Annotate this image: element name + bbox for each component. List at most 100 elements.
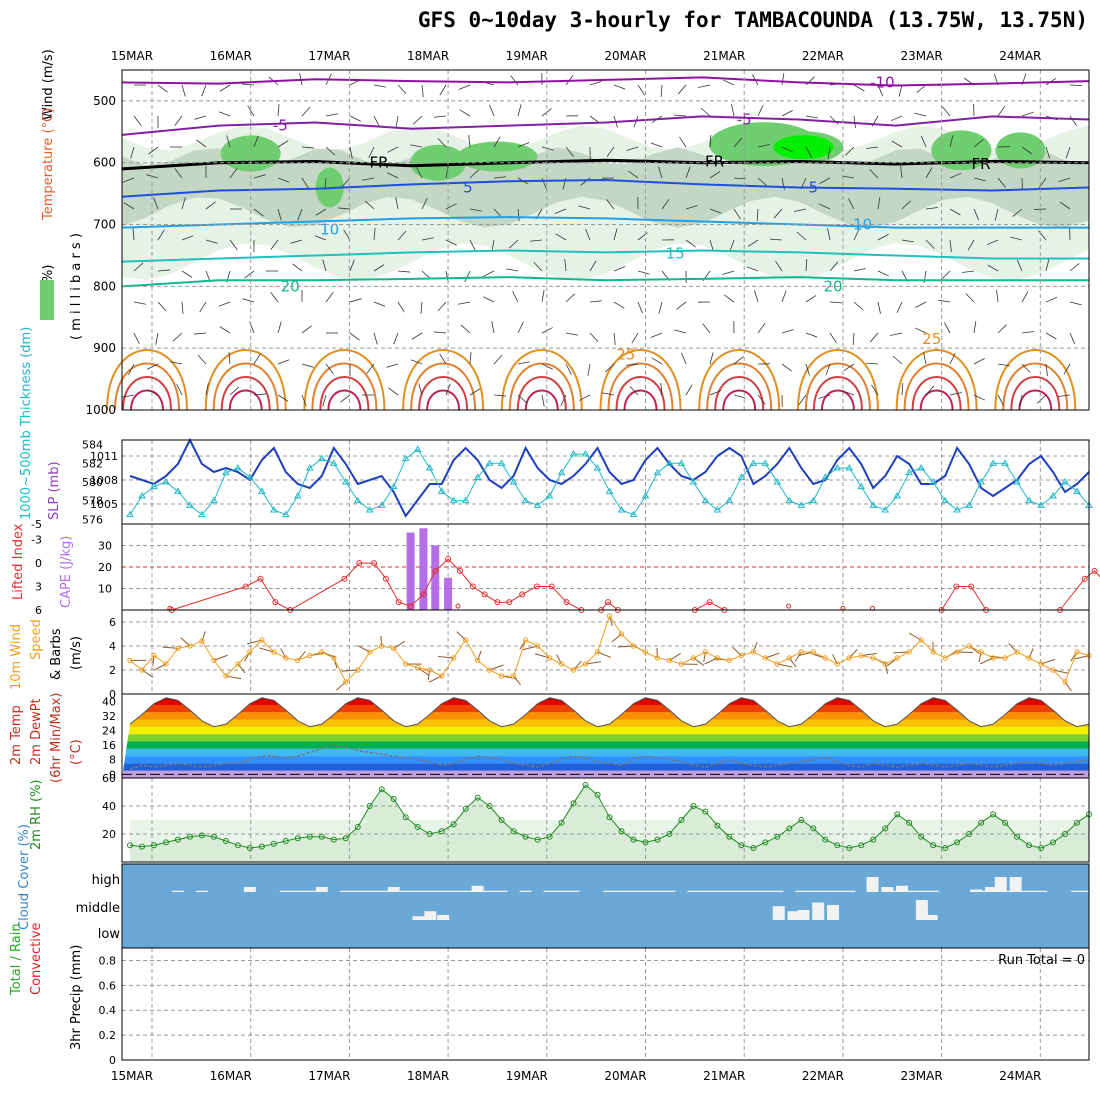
wind-barb (660, 84, 663, 97)
rh-marker (342, 835, 349, 842)
li-marker (371, 560, 378, 567)
cloud-high-bar (795, 890, 808, 892)
wind-barb (925, 167, 933, 179)
isotherm-loop (311, 362, 378, 411)
thickness-marker (449, 496, 458, 504)
cloud-high-bar (555, 890, 568, 892)
rh-marker (942, 845, 949, 851)
isotherm-loop (1010, 376, 1061, 411)
wind-barb (445, 203, 457, 210)
wind-barb (604, 363, 615, 373)
wind-barb (133, 301, 146, 305)
y-tick-label: 0 (109, 688, 116, 701)
cloud-high-bar (747, 890, 760, 892)
isotherm-loop (722, 389, 757, 411)
cloud-high-bar (435, 890, 448, 892)
wind-speed-marker (235, 661, 241, 667)
cloud-high-bar (567, 890, 580, 892)
cloud-high-bar (927, 890, 940, 892)
temp-band (122, 726, 1089, 735)
wind-speed-marker (774, 661, 781, 667)
ylabel-wind-4: (m/s) (69, 636, 84, 670)
wind-barb (866, 362, 879, 365)
wind-barb (517, 104, 522, 117)
wind-barb (987, 264, 999, 272)
rh-marker (906, 819, 913, 826)
cloud-high-bar (459, 890, 472, 892)
cloud-high-bar (1035, 890, 1048, 892)
wind-barb (842, 175, 855, 179)
isotherm-loop (706, 362, 773, 411)
wind-barb (626, 363, 639, 366)
rh-marker (666, 831, 673, 837)
thickness-marker (677, 459, 686, 466)
rh-shade-band (122, 147, 1089, 228)
wind-speed-marker (978, 649, 984, 655)
wind-barb (949, 239, 952, 252)
y-tick-label: 1000 (85, 403, 116, 417)
rh-marker (462, 805, 469, 812)
wind-barb (1045, 296, 1058, 303)
cloud-high-bar (984, 887, 997, 892)
wind-barb (757, 144, 770, 148)
wind-speed-marker (966, 643, 972, 649)
wind-barb (1045, 146, 1051, 159)
li-marker (257, 575, 264, 582)
wind-barb (587, 363, 591, 376)
ylabel-millibars: ( m i l l i b a r s ) (69, 233, 84, 340)
wind-barb (153, 197, 159, 210)
wind-barb (925, 385, 935, 396)
thickness-marker (833, 464, 842, 471)
wind-barb (1037, 394, 1047, 404)
wind-barb (973, 358, 985, 365)
wind-barb (253, 174, 266, 179)
isotherm-loop (820, 389, 855, 411)
wind-barb (229, 386, 240, 396)
wind-barb (387, 172, 399, 179)
wind-barb (493, 394, 506, 397)
cape-bar (419, 528, 428, 610)
thickness-marker (1073, 487, 1081, 494)
thickness-marker (413, 445, 422, 452)
isotherm-loop (903, 362, 970, 411)
contour-label: 15 (666, 245, 685, 263)
date-label-bottom: 17MAR (308, 1069, 350, 1083)
wind-barb (277, 359, 290, 365)
isotherm-loop (228, 389, 263, 411)
li-marker (420, 591, 427, 598)
isotherm-loop (327, 389, 362, 411)
rh-marker (582, 782, 589, 788)
li-line (941, 586, 987, 611)
rh-marker (366, 803, 373, 809)
isotherm-loop (698, 349, 781, 411)
wind-barb (853, 228, 860, 241)
wind-barb (733, 208, 741, 220)
wind-barb (626, 146, 639, 151)
cloud-ylabel: Cloud Cover (%) (17, 824, 32, 930)
isotherm-loop (516, 376, 567, 411)
li-marker (786, 603, 792, 609)
thickness-marker (785, 496, 794, 504)
wind-barb (796, 231, 807, 241)
thickness-marker (893, 492, 902, 499)
wind-barb (794, 208, 807, 212)
wind-barb (633, 115, 639, 128)
thickness-marker (713, 506, 722, 513)
wind-barb (845, 146, 855, 156)
cloud-mid-bar (412, 916, 425, 920)
wind-barb (674, 114, 687, 117)
li-marker (341, 575, 348, 582)
thickness-marker (257, 487, 266, 494)
thickness-marker (162, 478, 170, 485)
wind-barb (397, 230, 407, 241)
thickness-marker (989, 459, 997, 466)
thickness-marker (521, 496, 530, 504)
ylabel-temp: 2m DewPt (29, 698, 44, 765)
wind-barb (877, 234, 889, 241)
wind-barb (174, 115, 183, 126)
li-marker (604, 599, 611, 606)
wind-barb (805, 115, 818, 119)
wind-speed-marker (918, 637, 924, 643)
wind-barb (459, 109, 471, 117)
